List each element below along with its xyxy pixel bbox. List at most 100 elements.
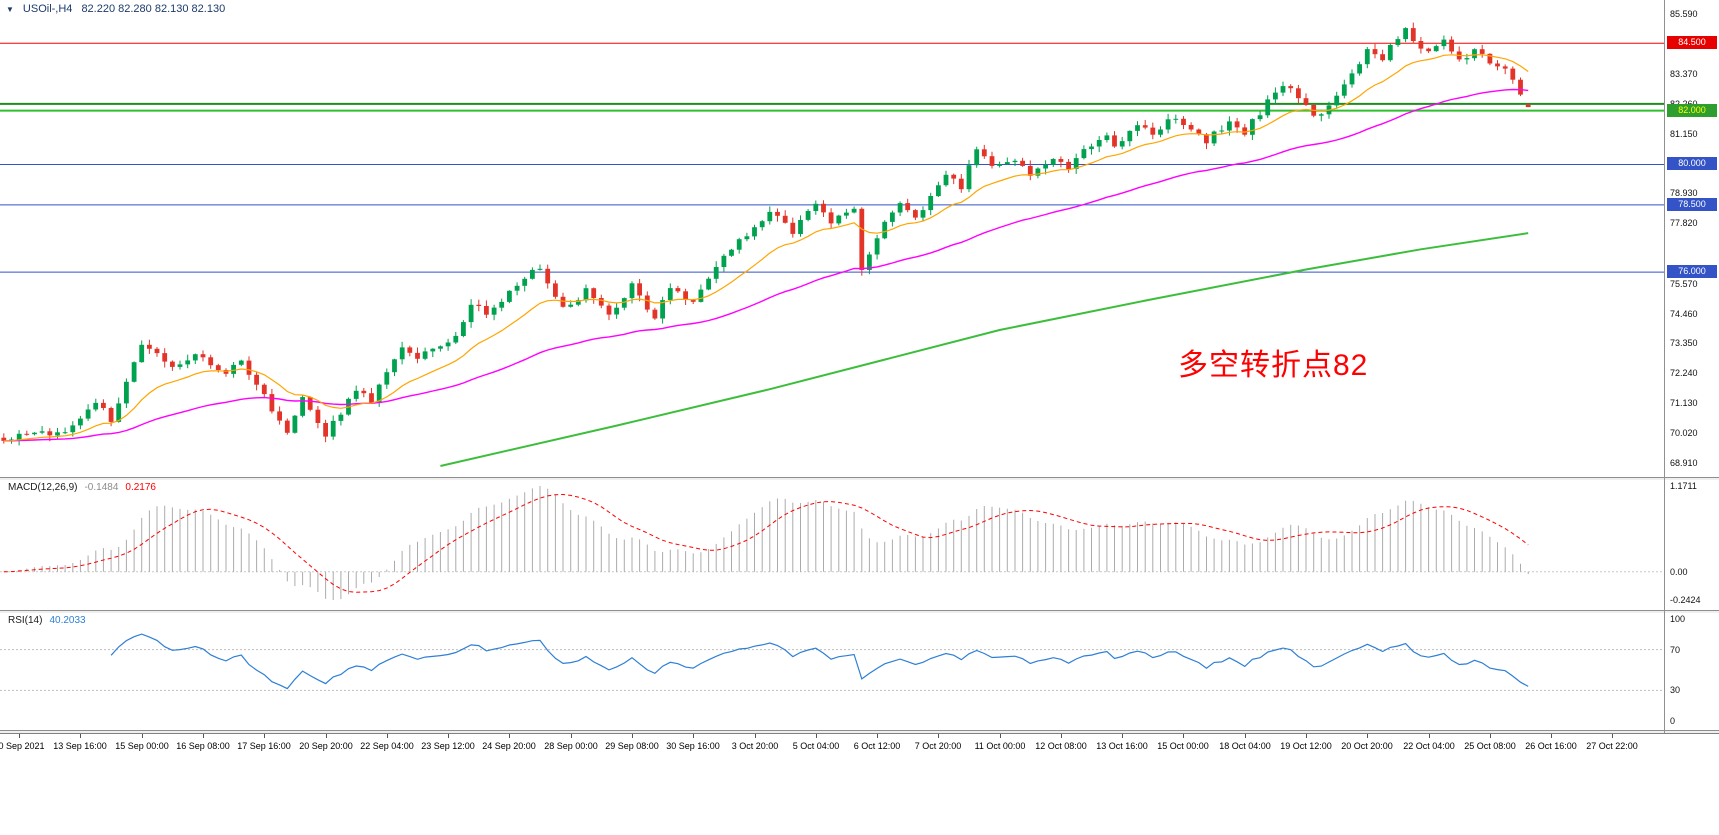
rsi-axis-label: 70 xyxy=(1670,645,1681,655)
time-tick-label: 20 Sep 20:00 xyxy=(299,741,353,751)
time-tick-mark xyxy=(142,734,143,738)
time-tick-label: 27 Oct 22:00 xyxy=(1586,741,1638,751)
time-tick-label: 10 Sep 2021 xyxy=(0,741,45,751)
time-tick-label: 15 Oct 00:00 xyxy=(1157,741,1209,751)
price-chart-panel[interactable]: ▼ USOil-,H4 82.220 82.280 82.130 82.130 … xyxy=(0,0,1664,477)
macd-label: MACD(12,26,9) xyxy=(8,482,78,493)
price-level-badge: 80.000 xyxy=(1667,157,1717,170)
time-tick-mark xyxy=(1061,734,1062,738)
time-tick-mark xyxy=(80,734,81,738)
time-tick-label: 5 Oct 04:00 xyxy=(792,741,840,751)
rsi-axis-label: 0 xyxy=(1670,716,1676,726)
time-tick-label: 13 Oct 16:00 xyxy=(1096,741,1148,751)
time-tick-label: 23 Sep 12:00 xyxy=(421,741,475,751)
time-tick-mark xyxy=(1551,734,1552,738)
time-tick-label: 26 Oct 16:00 xyxy=(1525,741,1577,751)
time-tick-mark xyxy=(632,734,633,738)
time-tick-label: 12 Oct 08:00 xyxy=(1035,741,1087,751)
chart-header: ▼ USOil-,H4 82.220 82.280 82.130 82.130 xyxy=(6,3,225,15)
macd-title: MACD(12,26,9) -0.1484 0.2176 xyxy=(8,482,156,493)
price-level-badge: 76.000 xyxy=(1667,265,1717,278)
candlestick-chart[interactable] xyxy=(0,0,1664,477)
rsi-value: 40.2033 xyxy=(49,615,86,626)
time-tick-mark xyxy=(1183,734,1184,738)
price-tick-label: 74.460 xyxy=(1670,309,1698,319)
time-tick-label: 15 Sep 00:00 xyxy=(115,741,169,751)
price-level-badge: 78.500 xyxy=(1667,198,1717,211)
time-tick-label: 16 Sep 08:00 xyxy=(176,741,230,751)
macd-axis-label: 1.1711 xyxy=(1670,481,1697,491)
time-tick-mark xyxy=(509,734,510,738)
price-axis[interactable]: 85.59083.37082.26081.15078.93077.82075.5… xyxy=(1664,0,1719,733)
time-tick-label: 30 Sep 16:00 xyxy=(666,741,720,751)
time-tick-mark xyxy=(938,734,939,738)
time-tick-mark xyxy=(1612,734,1613,738)
ohlc-values: 82.220 82.280 82.130 82.130 xyxy=(81,3,226,15)
time-tick-label: 19 Oct 12:00 xyxy=(1280,741,1332,751)
time-tick-label: 24 Sep 20:00 xyxy=(482,741,536,751)
price-tick-label: 71.130 xyxy=(1670,398,1698,408)
time-tick-label: 6 Oct 12:00 xyxy=(853,741,901,751)
time-tick-label: 17 Sep 16:00 xyxy=(237,741,291,751)
time-tick-label: 18 Oct 04:00 xyxy=(1219,741,1271,751)
macd-signal-value: 0.2176 xyxy=(125,482,156,493)
rsi-axis-label: 30 xyxy=(1670,685,1681,695)
macd-axis-label: -0.2424 xyxy=(1670,595,1701,605)
annotation-text[interactable]: 多空转折点82 xyxy=(1178,349,1369,382)
time-tick-mark xyxy=(264,734,265,738)
time-tick-mark xyxy=(1306,734,1307,738)
price-level-badge: 84.500 xyxy=(1667,36,1717,49)
time-tick-mark xyxy=(19,734,20,738)
price-tick-label: 81.150 xyxy=(1670,129,1698,139)
time-tick-label: 11 Oct 00:00 xyxy=(974,741,1026,751)
time-tick-label: 25 Oct 08:00 xyxy=(1464,741,1516,751)
rsi-title: RSI(14) 40.2033 xyxy=(8,615,86,626)
price-tick-label: 85.590 xyxy=(1670,9,1698,19)
price-tick-label: 73.350 xyxy=(1670,338,1698,348)
time-tick-mark xyxy=(571,734,572,738)
time-tick-mark xyxy=(693,734,694,738)
time-tick-mark xyxy=(1122,734,1123,738)
time-tick-mark xyxy=(1490,734,1491,738)
time-tick-mark xyxy=(1000,734,1001,738)
time-tick-mark xyxy=(755,734,756,738)
rsi-axis-label: 100 xyxy=(1670,614,1686,624)
time-tick-label: 13 Sep 16:00 xyxy=(53,741,107,751)
macd-axis-label: 0.00 xyxy=(1670,567,1688,577)
macd-chart[interactable] xyxy=(0,480,1664,610)
price-tick-label: 68.910 xyxy=(1670,458,1698,468)
price-tick-label: 72.240 xyxy=(1670,368,1698,378)
price-level-badge: 82.000 xyxy=(1667,104,1717,117)
time-tick-mark xyxy=(326,734,327,738)
panel-separator[interactable] xyxy=(0,610,1719,613)
chart-menu-icon[interactable]: ▼ xyxy=(6,4,14,14)
time-tick-mark xyxy=(816,734,817,738)
macd-main-value: -0.1484 xyxy=(84,482,119,493)
time-tick-label: 7 Oct 20:00 xyxy=(914,741,962,751)
time-tick-mark xyxy=(1245,734,1246,738)
time-axis[interactable]: 10 Sep 2021 13 Sep 16:00 15 Sep 00:00 16 Se… xyxy=(0,733,1719,760)
time-tick-mark xyxy=(448,734,449,738)
time-tick-mark xyxy=(1429,734,1430,738)
price-tick-label: 70.020 xyxy=(1670,428,1698,438)
rsi-panel[interactable]: RSI(14) 40.2033 xyxy=(0,613,1664,730)
rsi-chart[interactable] xyxy=(0,613,1664,730)
time-tick-mark xyxy=(1367,734,1368,738)
price-tick-label: 77.820 xyxy=(1670,218,1698,228)
time-tick-label: 20 Oct 20:00 xyxy=(1341,741,1393,751)
time-tick-label: 28 Sep 00:00 xyxy=(544,741,598,751)
price-tick-label: 78.930 xyxy=(1670,188,1698,198)
price-tick-label: 83.370 xyxy=(1670,69,1698,79)
time-tick-mark xyxy=(203,734,204,738)
rsi-label: RSI(14) xyxy=(8,615,43,626)
panel-separator[interactable] xyxy=(0,730,1719,733)
time-tick-label: 29 Sep 08:00 xyxy=(605,741,659,751)
symbol-timeframe-label: USOil-,H4 xyxy=(22,3,73,15)
time-tick-label: 22 Sep 04:00 xyxy=(360,741,414,751)
time-tick-mark xyxy=(387,734,388,738)
macd-panel[interactable]: MACD(12,26,9) -0.1484 0.2176 xyxy=(0,480,1664,610)
panel-separator[interactable] xyxy=(0,477,1719,480)
price-tick-label: 75.570 xyxy=(1670,279,1698,289)
time-tick-label: 22 Oct 04:00 xyxy=(1403,741,1455,751)
